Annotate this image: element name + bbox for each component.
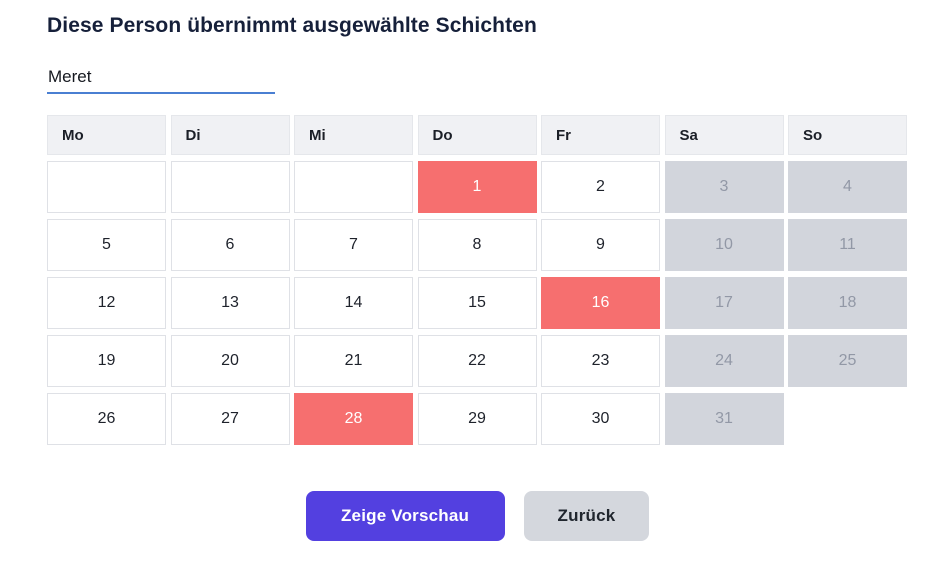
calendar-day-14[interactable]: 14	[294, 277, 413, 329]
calendar-gap	[788, 393, 907, 445]
calendar-day-3: 3	[664, 161, 784, 213]
weekday-header-do: Do	[417, 115, 537, 155]
calendar-day-22[interactable]: 22	[417, 335, 537, 387]
calendar-day-17: 17	[664, 277, 784, 329]
calendar-day-15[interactable]: 15	[417, 277, 537, 329]
calendar-day-26[interactable]: 26	[47, 393, 166, 445]
calendar-day-7[interactable]: 7	[294, 219, 413, 271]
calendar-day-10: 10	[664, 219, 784, 271]
calendar-day-29[interactable]: 29	[417, 393, 537, 445]
calendar-day-11: 11	[788, 219, 907, 271]
calendar-empty-cell	[170, 161, 290, 213]
show-preview-button[interactable]: Zeige Vorschau	[305, 491, 505, 541]
calendar-day-2[interactable]: 2	[541, 161, 660, 213]
calendar-day-9[interactable]: 9	[541, 219, 660, 271]
weekday-header-so: So	[788, 115, 907, 155]
calendar-day-23[interactable]: 23	[541, 335, 660, 387]
person-name-input[interactable]	[47, 65, 275, 94]
calendar-day-8[interactable]: 8	[417, 219, 537, 271]
calendar-empty-cell	[294, 161, 413, 213]
shift-calendar: Mo Di Mi Do Fr Sa So 1 2 3 4 5 6 7 8 9 10 11 12 13 14 15 16 17 1…	[47, 115, 908, 445]
calendar-day-5[interactable]: 5	[47, 219, 166, 271]
calendar-day-31: 31	[664, 393, 784, 445]
back-button[interactable]: Zurück	[523, 491, 650, 541]
calendar-day-25: 25	[788, 335, 907, 387]
calendar-day-24: 24	[664, 335, 784, 387]
calendar-day-27[interactable]: 27	[170, 393, 290, 445]
action-buttons: Zeige Vorschau Zurück	[47, 491, 908, 541]
calendar-day-21[interactable]: 21	[294, 335, 413, 387]
weekday-header-mo: Mo	[47, 115, 166, 155]
weekday-header-mi: Mi	[294, 115, 413, 155]
weekday-header-fr: Fr	[541, 115, 660, 155]
calendar-day-6[interactable]: 6	[170, 219, 290, 271]
calendar-day-4: 4	[788, 161, 907, 213]
calendar-day-12[interactable]: 12	[47, 277, 166, 329]
calendar-day-13[interactable]: 13	[170, 277, 290, 329]
calendar-day-19[interactable]: 19	[47, 335, 166, 387]
calendar-day-1[interactable]: 1	[417, 161, 537, 213]
calendar-day-18: 18	[788, 277, 907, 329]
page-title: Diese Person übernimmt ausgewählte Schic…	[47, 14, 537, 37]
shift-assignment-page: Diese Person übernimmt ausgewählte Schic…	[47, 14, 908, 541]
calendar-empty-cell	[47, 161, 166, 213]
calendar-day-20[interactable]: 20	[170, 335, 290, 387]
calendar-day-30[interactable]: 30	[541, 393, 660, 445]
calendar-day-28[interactable]: 28	[294, 393, 413, 445]
weekday-header-sa: Sa	[664, 115, 784, 155]
calendar-day-16[interactable]: 16	[541, 277, 660, 329]
weekday-header-di: Di	[170, 115, 290, 155]
